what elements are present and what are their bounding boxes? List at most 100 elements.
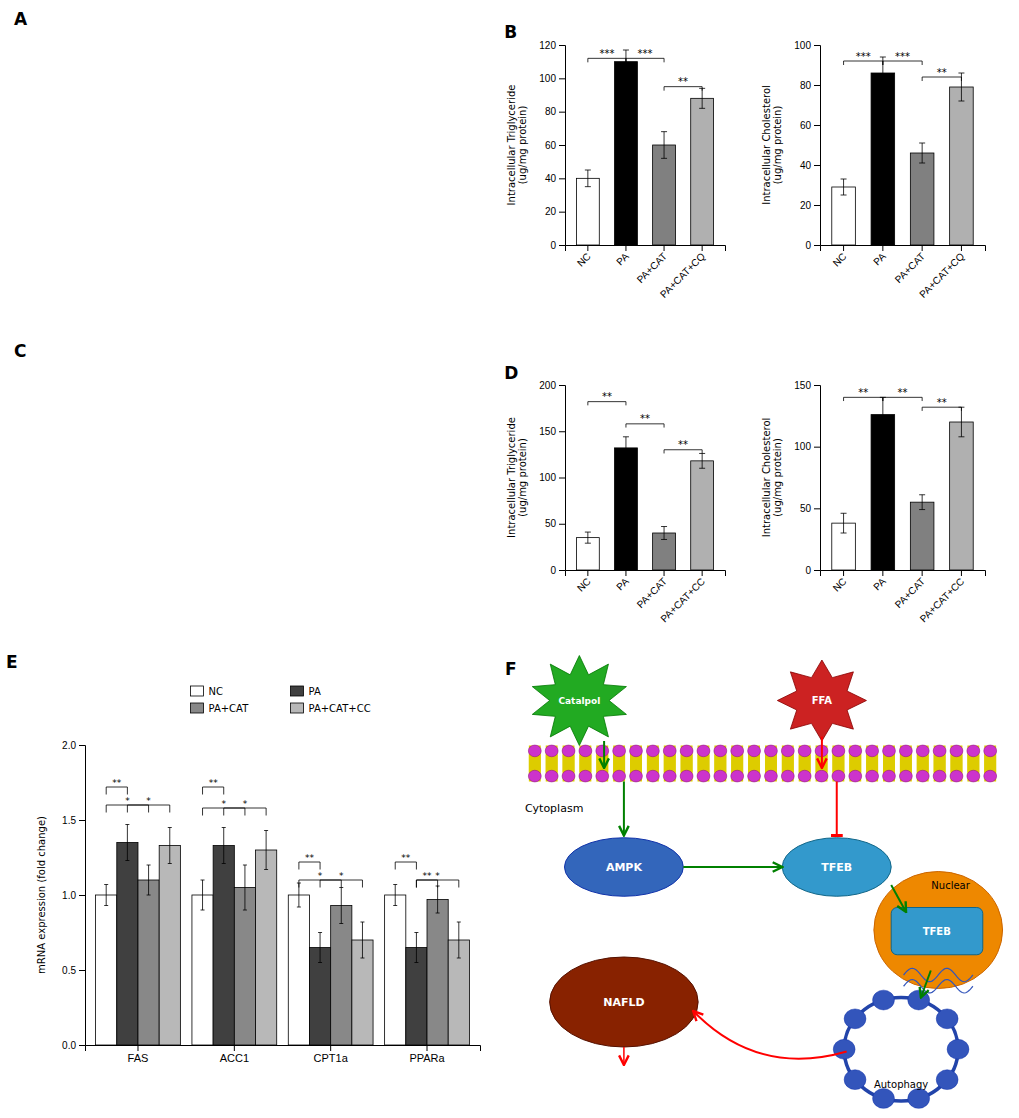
x-tick-mark <box>625 570 626 576</box>
y-tick-label: 150 <box>539 426 556 437</box>
y-axis-title-line: Intracellular Cholesterol <box>761 418 772 538</box>
membrane-tail <box>765 746 777 773</box>
x-tick: NC <box>575 570 593 594</box>
error-bar <box>393 885 397 906</box>
bar <box>427 900 448 1046</box>
y-tick-label: 200 <box>539 380 556 391</box>
y-tick-mark <box>79 970 85 971</box>
membrane-head <box>866 770 879 782</box>
membrane-tail <box>917 746 929 773</box>
legend: NCPAPA+CATPA+CAT+CC <box>191 686 371 714</box>
y-tick-mark <box>814 125 820 126</box>
x-tick-label: PA <box>871 575 888 592</box>
significance-bracket <box>320 880 362 888</box>
x-axis-line <box>566 246 726 252</box>
significance-label: ** <box>209 778 219 788</box>
figure: ANCPAPA+CATPA+CAT+CQ020406080100120Intra… <box>0 0 1019 1118</box>
membrane-head <box>798 745 811 757</box>
x-tick-label: NC <box>575 251 593 269</box>
membrane-head <box>933 745 946 757</box>
autophagy-vesicle <box>908 990 930 1010</box>
bar <box>615 62 638 245</box>
y-tick-mark <box>559 385 565 386</box>
legend-item: NC <box>191 686 223 697</box>
x-tick-label: NC <box>575 576 593 594</box>
membrane-head <box>528 770 541 782</box>
error-bar <box>360 922 364 958</box>
y-axis-title: Intracellular Cholesterol(ug/mg protein) <box>761 85 783 205</box>
membrane-head <box>680 745 693 757</box>
x-tick: NC <box>831 245 849 269</box>
significance-label: * <box>435 871 440 881</box>
y-axis-title-line: Intracellular Triglyceride <box>506 417 517 538</box>
x-tick: PA <box>871 570 888 592</box>
x-tick: PA+CAT+CC <box>918 570 967 624</box>
x-tick: PA+CAT <box>893 570 927 610</box>
x-tick-mark <box>882 570 883 576</box>
error-bar <box>661 527 667 540</box>
membrane-head <box>680 770 693 782</box>
y-axis-title-line: (ug/mg protein) <box>517 438 528 517</box>
y-tick: 0 <box>550 240 565 251</box>
bar <box>138 880 159 1045</box>
nucleus <box>874 872 1003 989</box>
bar <box>159 846 180 1046</box>
error-bar <box>318 933 322 963</box>
y-axis: 050100150200 <box>539 380 565 576</box>
membrane-head <box>984 745 997 757</box>
membrane-tail <box>681 746 693 773</box>
significance-bracket <box>395 862 416 870</box>
y-axis-line <box>559 386 566 571</box>
x-tick: ACC1 <box>220 1045 249 1064</box>
error-bar <box>585 532 591 543</box>
x-tick-mark <box>961 245 962 251</box>
x-tick-mark <box>922 570 923 576</box>
significance-label: ** <box>678 439 688 450</box>
x-axis: NCPAPA+CATPA+CAT+CQ <box>821 245 986 300</box>
bar-chart: NCPAPA+CATPA+CAT+CQ020406080100Intracell… <box>761 40 986 300</box>
membrane-tail <box>698 746 710 773</box>
panel-label: C <box>14 341 26 361</box>
membrane-head <box>798 770 811 782</box>
x-axis: NCPAPA+CATPA+CAT+CC <box>821 570 986 624</box>
arrow <box>921 971 931 998</box>
error-bar <box>841 179 847 195</box>
membrane-tail <box>900 746 912 773</box>
error-bar <box>436 886 440 913</box>
x-axis-line <box>86 1046 481 1052</box>
bar <box>192 895 213 1045</box>
annotations: ****** <box>858 387 947 408</box>
significance-label: ** <box>898 387 908 398</box>
y-tick: 0 <box>550 565 565 576</box>
error-bar <box>201 880 205 910</box>
significance-bracket <box>664 87 702 91</box>
panel-label: A <box>14 9 28 29</box>
x-tick-mark <box>922 245 923 251</box>
legend-swatch <box>291 686 304 696</box>
error-bar <box>264 831 268 870</box>
legend-swatch <box>191 703 204 713</box>
membrane-head <box>714 770 727 782</box>
membrane-head <box>832 745 845 757</box>
y-tick: 1.5 <box>62 815 85 826</box>
autophagy-vesicle <box>833 1039 855 1059</box>
y-tick: 40 <box>545 173 565 184</box>
y-axis-title-line: (ug/mg protein) <box>772 438 783 517</box>
bar <box>910 502 934 570</box>
x-tick: FAS <box>128 1045 149 1064</box>
membrane-tail <box>613 746 625 773</box>
membrane-head <box>883 745 896 757</box>
y-tick-label: 120 <box>539 40 556 51</box>
y-tick-label: 2.0 <box>62 740 76 751</box>
bar <box>871 415 895 570</box>
y-tick-label: 0 <box>805 240 811 251</box>
y-axis-line <box>814 386 821 571</box>
legend-label: PA <box>309 686 321 697</box>
error-bar <box>699 453 705 468</box>
significance-label: ** <box>112 778 122 788</box>
significance-bracket <box>224 808 266 816</box>
membrane-tail <box>529 746 541 773</box>
autophagy-ring <box>844 998 958 1102</box>
membrane-tail <box>748 746 760 773</box>
y-tick: 100 <box>539 472 565 483</box>
